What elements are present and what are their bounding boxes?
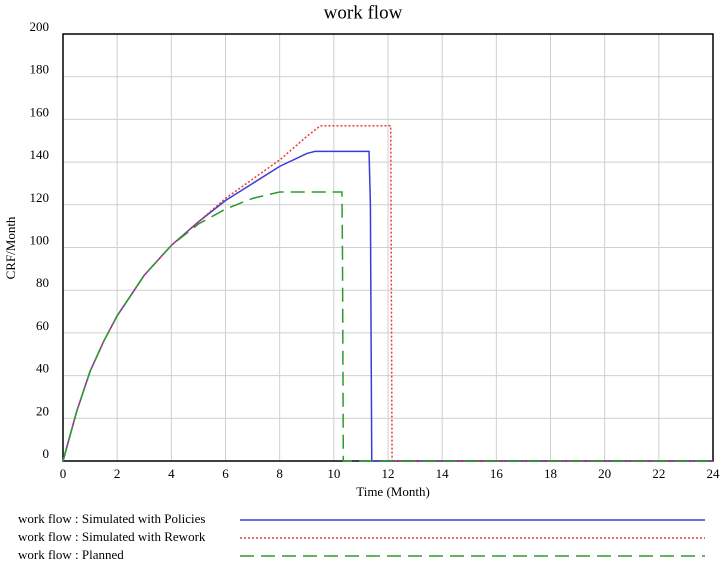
y-axis-label: CRF/Month <box>3 216 18 279</box>
y-tick-label: 20 <box>36 403 49 418</box>
legend-label: work flow : Simulated with Policies <box>18 511 205 526</box>
x-tick-label: 2 <box>114 466 121 481</box>
x-tick-label: 6 <box>222 466 229 481</box>
x-tick-label: 4 <box>168 466 175 481</box>
x-tick-label: 20 <box>598 466 611 481</box>
y-tick-label: 0 <box>43 446 50 461</box>
y-tick-label: 180 <box>30 62 50 77</box>
x-tick-label: 24 <box>707 466 721 481</box>
x-tick-label: 12 <box>382 466 395 481</box>
x-tick-label: 14 <box>436 466 450 481</box>
x-tick-label: 8 <box>276 466 283 481</box>
series-line <box>62 191 713 462</box>
x-tick-label: 10 <box>327 466 340 481</box>
y-tick-label: 200 <box>30 19 50 34</box>
y-tick-label: 80 <box>36 275 49 290</box>
y-tick-label: 100 <box>30 232 50 247</box>
y-tick-label: 140 <box>30 147 50 162</box>
y-tick-label: 40 <box>36 361 49 376</box>
x-tick-label: 16 <box>490 466 504 481</box>
chart-title: work flow <box>324 2 403 23</box>
legend-label: work flow : Planned <box>18 547 124 562</box>
legend-label: work flow : Simulated with Rework <box>18 529 206 544</box>
y-tick-label: 160 <box>30 104 50 119</box>
x-axis-label: Time (Month) <box>356 484 430 499</box>
y-tick-label: 60 <box>36 318 49 333</box>
x-tick-label: 0 <box>60 466 67 481</box>
y-tick-label: 120 <box>30 190 50 205</box>
x-tick-label: 22 <box>652 466 665 481</box>
x-tick-label: 18 <box>544 466 557 481</box>
